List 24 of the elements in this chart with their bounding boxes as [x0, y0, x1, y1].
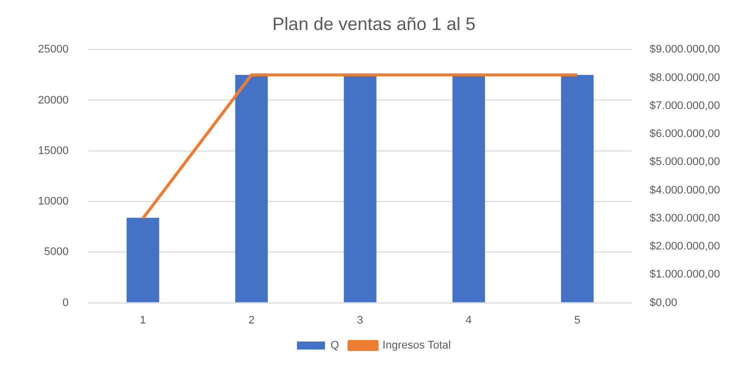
legend-label: Ingresos Total — [382, 340, 451, 352]
y2-tick-label: $6.000.000,00 — [650, 128, 720, 140]
y-tick-label: 5000 — [44, 246, 69, 258]
x-tick-label: 4 — [466, 314, 472, 326]
legend-label: Q — [330, 340, 340, 352]
y-tick-label: 15000 — [38, 144, 69, 157]
y2-tick-label: $1.000.000,00 — [650, 268, 720, 281]
y2-tick-label: $2.000.000,00 — [650, 240, 720, 253]
x-tick-label: 5 — [574, 314, 580, 326]
y2-tick-label: $8.000.000,00 — [650, 72, 720, 84]
y-tick-label: 0 — [62, 296, 69, 309]
y2-tick-label: $3.000.000,00 — [650, 212, 720, 224]
chart-title: Plan de ventas año 1 al 5 — [272, 14, 476, 34]
y-tick-label: 10000 — [38, 196, 69, 208]
y2-tick-label: $7.000.000,00 — [650, 100, 720, 112]
y2-tick-label: $5.000.000,00 — [650, 156, 720, 168]
x-tick-label: 3 — [357, 314, 364, 326]
y2-tick-label: $4.000.000,00 — [650, 184, 720, 196]
x-tick-label: 2 — [248, 314, 255, 326]
y2-tick-label: $9.000.000,00 — [650, 44, 720, 56]
y2-tick-label: $0,00 — [650, 296, 678, 309]
y-tick-label: 25000 — [38, 44, 69, 56]
x-tick-label: 1 — [140, 314, 146, 326]
y-tick-label: 20000 — [38, 94, 69, 106]
